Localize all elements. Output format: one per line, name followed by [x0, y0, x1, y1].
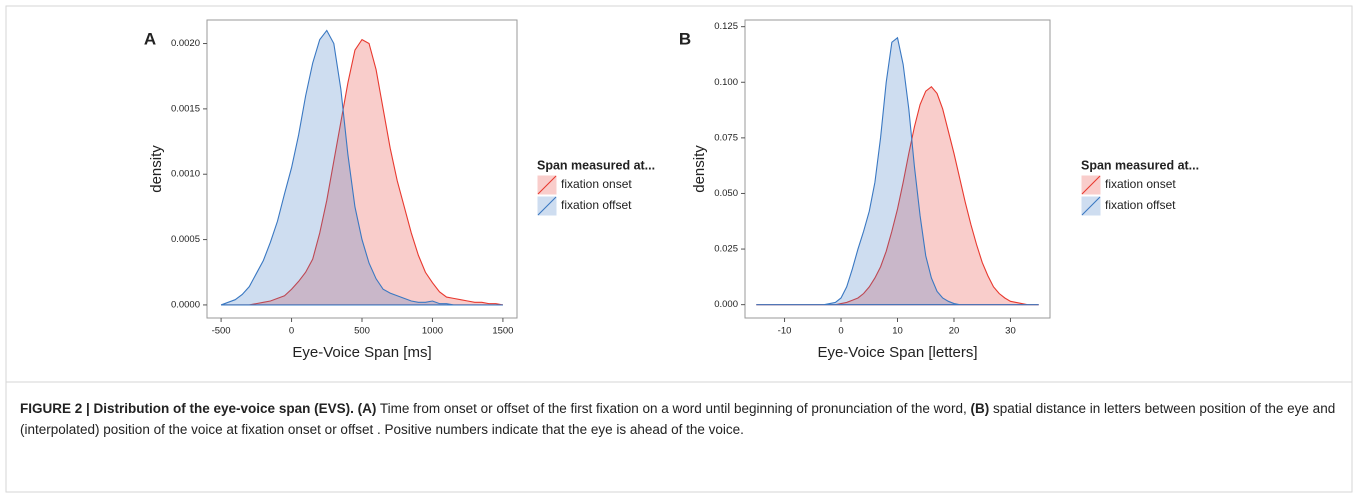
- y-tick-label: 0.075: [714, 132, 738, 143]
- x-tick-label: -500: [212, 326, 231, 337]
- x-tick-label: 30: [1005, 326, 1016, 337]
- density-area: [220, 29, 503, 306]
- y-axis-title: density: [148, 145, 165, 193]
- legend-label: fixation onset: [561, 177, 632, 191]
- x-tick-label: 20: [949, 326, 960, 337]
- y-tick-label: 0.125: [714, 21, 738, 32]
- y-tick-label: 0.0010: [171, 169, 200, 180]
- legend-label: fixation onset: [1105, 177, 1176, 191]
- x-axis-title: Eye-Voice Span [letters]: [817, 344, 977, 361]
- y-tick-label: 0.000: [714, 299, 738, 310]
- x-tick-label: 500: [354, 326, 370, 337]
- y-tick-label: 0.0015: [171, 103, 200, 114]
- x-tick-label: -10: [778, 326, 792, 337]
- x-tick-label: 1000: [422, 326, 443, 337]
- caption-text: spatial distance in letters between posi…: [20, 401, 1336, 437]
- x-tick-label: 10: [892, 326, 903, 337]
- legend-swatch-line: [1081, 196, 1101, 216]
- caption-label: (A): [357, 401, 377, 416]
- caption-label: (B): [970, 401, 990, 416]
- legend-label: fixation offset: [1105, 198, 1176, 212]
- y-tick-label: 0.025: [714, 244, 738, 255]
- x-tick-label: 0: [838, 326, 843, 337]
- x-axis-title: Eye-Voice Span [ms]: [292, 344, 431, 361]
- density-area: [756, 36, 1039, 306]
- y-axis-title: density: [691, 145, 708, 193]
- caption: FIGURE 2 | Distribution of the eye-voice…: [20, 398, 1340, 440]
- x-tick-label: 0: [289, 326, 294, 337]
- caption-title: FIGURE 2 | Distribution of the eye-voice…: [20, 401, 354, 416]
- y-tick-label: 0.050: [714, 188, 738, 199]
- legend-swatch-line: [1081, 175, 1101, 195]
- density-area: [221, 38, 504, 306]
- frame: [5, 5, 1353, 493]
- x-tick-label: 1500: [492, 326, 513, 337]
- legend-swatch-line: [537, 196, 557, 216]
- y-tick-label: 0.0005: [171, 234, 200, 245]
- panel-label: B: [679, 29, 691, 48]
- panel-label: A: [144, 29, 156, 48]
- y-tick-label: 0.0020: [171, 38, 200, 49]
- y-tick-label: 0.100: [714, 77, 738, 88]
- legend-swatch-line: [537, 175, 557, 195]
- legend-title: Span measured at...: [1081, 158, 1199, 172]
- legend-title: Span measured at...: [537, 158, 655, 172]
- caption-text: Time from onset or offset of the first f…: [379, 401, 967, 416]
- legend-label: fixation offset: [561, 198, 632, 212]
- y-tick-label: 0.0000: [171, 299, 200, 310]
